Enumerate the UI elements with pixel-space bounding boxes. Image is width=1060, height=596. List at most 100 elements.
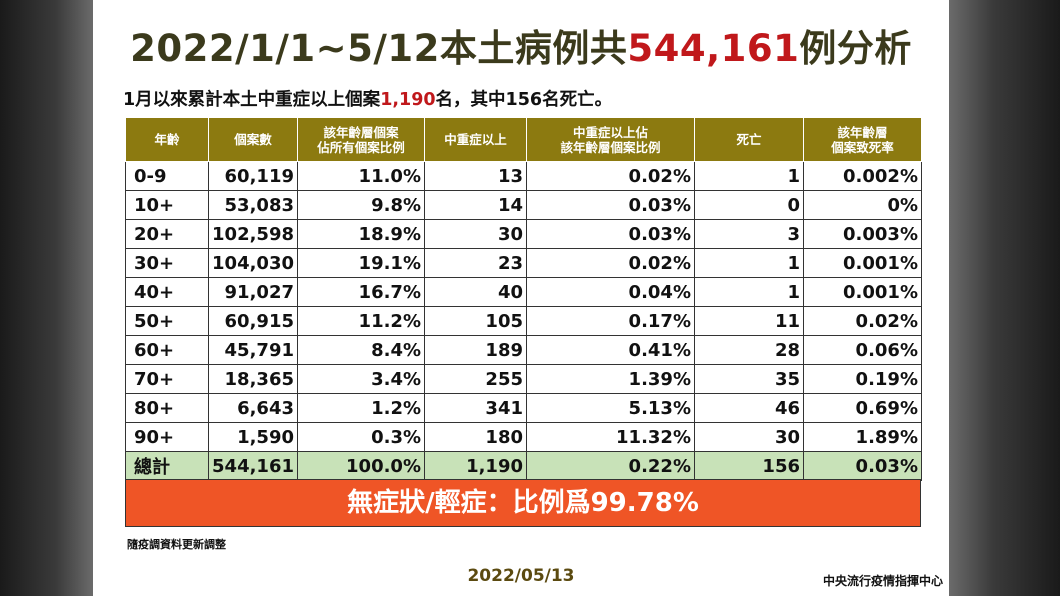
cell-severe-ratio: 11.32%: [526, 422, 695, 452]
cell-case-share: 3.4%: [297, 364, 425, 394]
cell-deaths: 11: [694, 306, 804, 336]
table-row: 10+ 53,083 9.8% 14 0.03% 0 0%: [125, 190, 922, 220]
header-deaths: 死亡: [694, 117, 804, 162]
cell-deaths: 1: [694, 161, 804, 191]
cell-case-share: 19.1%: [297, 248, 425, 278]
cell-age: 70+: [125, 364, 209, 394]
cell-severe: 14: [424, 190, 527, 220]
cell-age: 40+: [125, 277, 209, 307]
table-row: 40+ 91,027 16.7% 40 0.04% 1 0.001%: [125, 277, 922, 307]
right-blurred-background: [949, 0, 1060, 596]
cell-deaths: 0: [694, 190, 804, 220]
cell-cases: 60,915: [208, 306, 298, 336]
table-total-row: 總計 544,161 100.0% 1,190 0.22% 156 0.03%: [125, 451, 922, 481]
cell-fatality-rate: 0.19%: [803, 364, 922, 394]
cell-severe: 1,190: [424, 451, 527, 481]
cell-severe: 341: [424, 393, 527, 423]
age-analysis-table: 年齡 個案數 該年齡層個案 佔所有個案比例 中重症以上 中重症以上佔 該年齡層個案比…: [125, 117, 922, 481]
cell-severe-ratio: 5.13%: [526, 393, 695, 423]
footnote: 隨疫調資料更新調整: [127, 538, 226, 551]
table-row: 80+ 6,643 1.2% 341 5.13% 46 0.69%: [125, 393, 922, 423]
table-row: 90+ 1,590 0.3% 180 11.32% 30 1.89%: [125, 422, 922, 452]
subtitle-prefix: 1月以來累計本土中重症以上個案: [123, 90, 381, 110]
cell-fatality-rate: 0.001%: [803, 248, 922, 278]
cell-age: 60+: [125, 335, 209, 365]
cell-age: 總計: [125, 451, 209, 481]
cell-fatality-rate: 0.69%: [803, 393, 922, 423]
left-blurred-background: [0, 0, 93, 596]
cell-age: 0-9: [125, 161, 209, 191]
cell-cases: 1,590: [208, 422, 298, 452]
header-age: 年齡: [125, 117, 209, 162]
cell-deaths: 3: [694, 219, 804, 249]
cell-case-share: 8.4%: [297, 335, 425, 365]
cell-cases: 60,119: [208, 161, 298, 191]
cell-fatality-rate: 0.001%: [803, 277, 922, 307]
header-severe-ratio: 中重症以上佔 該年齡層個案比例: [526, 117, 695, 162]
slide-title: 2022/1/1~5/12本土病例共544,161例分析: [93, 18, 949, 72]
table-row: 50+ 60,915 11.2% 105 0.17% 11 0.02%: [125, 306, 922, 336]
header-severe: 中重症以上: [424, 117, 527, 162]
cell-cases: 53,083: [208, 190, 298, 220]
subtitle-severe-count: 1,190: [380, 90, 436, 110]
slide-subtitle: 1月以來累計本土中重症以上個案1,190名，其中156名死亡。: [123, 86, 612, 111]
cell-deaths: 156: [694, 451, 804, 481]
cell-cases: 102,598: [208, 219, 298, 249]
table-row: 70+ 18,365 3.4% 255 1.39% 35 0.19%: [125, 364, 922, 394]
cell-severe-ratio: 0.02%: [526, 248, 695, 278]
cell-case-share: 11.2%: [297, 306, 425, 336]
cell-severe-ratio: 0.22%: [526, 451, 695, 481]
cell-fatality-rate: 0.002%: [803, 161, 922, 191]
table-row: 30+ 104,030 19.1% 23 0.02% 1 0.001%: [125, 248, 922, 278]
cell-case-share: 11.0%: [297, 161, 425, 191]
cell-severe: 13: [424, 161, 527, 191]
cell-deaths: 35: [694, 364, 804, 394]
table-row: 0-9 60,119 11.0% 13 0.02% 1 0.002%: [125, 161, 922, 191]
cell-severe-ratio: 0.17%: [526, 306, 695, 336]
cell-severe-ratio: 0.03%: [526, 190, 695, 220]
cell-deaths: 30: [694, 422, 804, 452]
header-fatality-rate: 該年齡層 個案致死率: [803, 117, 922, 162]
cell-severe-ratio: 0.41%: [526, 335, 695, 365]
cell-cases: 104,030: [208, 248, 298, 278]
cell-fatality-rate: 0.03%: [803, 451, 922, 481]
cell-age: 50+: [125, 306, 209, 336]
cell-fatality-rate: 0%: [803, 190, 922, 220]
cell-severe: 180: [424, 422, 527, 452]
cell-age: 10+: [125, 190, 209, 220]
table-header-row: 年齡 個案數 該年齡層個案 佔所有個案比例 中重症以上 中重症以上佔 該年齡層個案比…: [125, 117, 922, 162]
table-row: 60+ 45,791 8.4% 189 0.41% 28 0.06%: [125, 335, 922, 365]
cell-severe: 105: [424, 306, 527, 336]
header-case-share: 該年齡層個案 佔所有個案比例: [297, 117, 425, 162]
cell-deaths: 28: [694, 335, 804, 365]
title-prefix: 2022/1/1~5/12本土病例共: [130, 27, 628, 70]
asymptomatic-ratio-banner: 無症狀/輕症：比例爲99.78%: [125, 479, 921, 527]
organization-name: 中央流行疫情指揮中心: [822, 574, 943, 588]
cell-severe-ratio: 0.04%: [526, 277, 695, 307]
report-date: 2022/05/13: [467, 566, 575, 586]
cell-case-share: 9.8%: [297, 190, 425, 220]
cell-severe: 23: [424, 248, 527, 278]
cell-cases: 45,791: [208, 335, 298, 365]
table-body: 0-9 60,119 11.0% 13 0.02% 1 0.002% 10+ 53,083 9.8…: [125, 161, 922, 481]
cell-case-share: 100.0%: [297, 451, 425, 481]
title-case-count: 544,161: [627, 27, 800, 70]
cell-cases: 18,365: [208, 364, 298, 394]
header-cases: 個案數: [208, 117, 298, 162]
cell-age: 30+: [125, 248, 209, 278]
cell-severe-ratio: 0.02%: [526, 161, 695, 191]
cell-severe-ratio: 0.03%: [526, 219, 695, 249]
cell-age: 80+: [125, 393, 209, 423]
cell-deaths: 1: [694, 248, 804, 278]
cell-severe: 40: [424, 277, 527, 307]
cell-age: 20+: [125, 219, 209, 249]
cell-severe-ratio: 1.39%: [526, 364, 695, 394]
cell-case-share: 16.7%: [297, 277, 425, 307]
table-row: 20+ 102,598 18.9% 30 0.03% 3 0.003%: [125, 219, 922, 249]
cell-severe: 189: [424, 335, 527, 365]
cell-severe: 30: [424, 219, 527, 249]
cell-fatality-rate: 0.02%: [803, 306, 922, 336]
slide: 2022/1/1~5/12本土病例共544,161例分析 1月以來累計本土中重症…: [93, 0, 949, 596]
cell-cases: 544,161: [208, 451, 298, 481]
cell-deaths: 46: [694, 393, 804, 423]
